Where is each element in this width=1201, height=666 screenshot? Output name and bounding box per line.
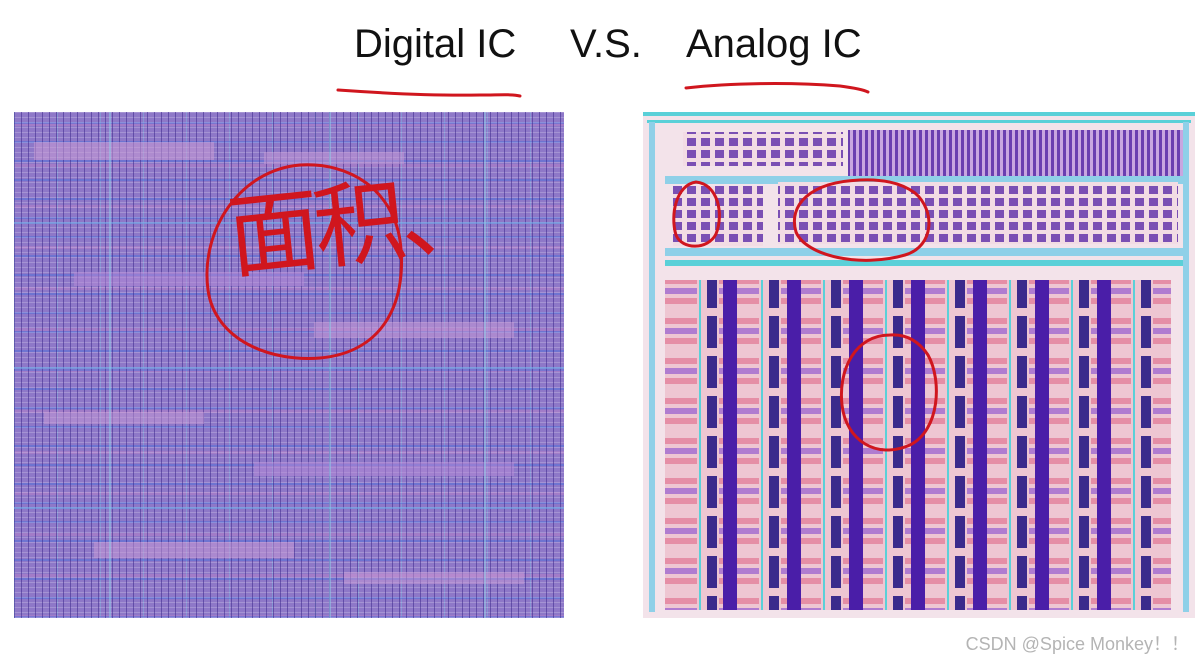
analog-ic-layout-image bbox=[643, 112, 1195, 618]
analog-layout-drawing bbox=[643, 112, 1195, 618]
title-analog-ic: Analog IC bbox=[686, 22, 862, 66]
title-vs: V.S. bbox=[570, 22, 642, 66]
title-digital-ic: Digital IC bbox=[354, 22, 517, 66]
watermark: CSDN @Spice Monkey！！ bbox=[965, 634, 1189, 654]
underline-digital-ic bbox=[336, 88, 522, 98]
underline-analog-ic bbox=[684, 82, 870, 94]
